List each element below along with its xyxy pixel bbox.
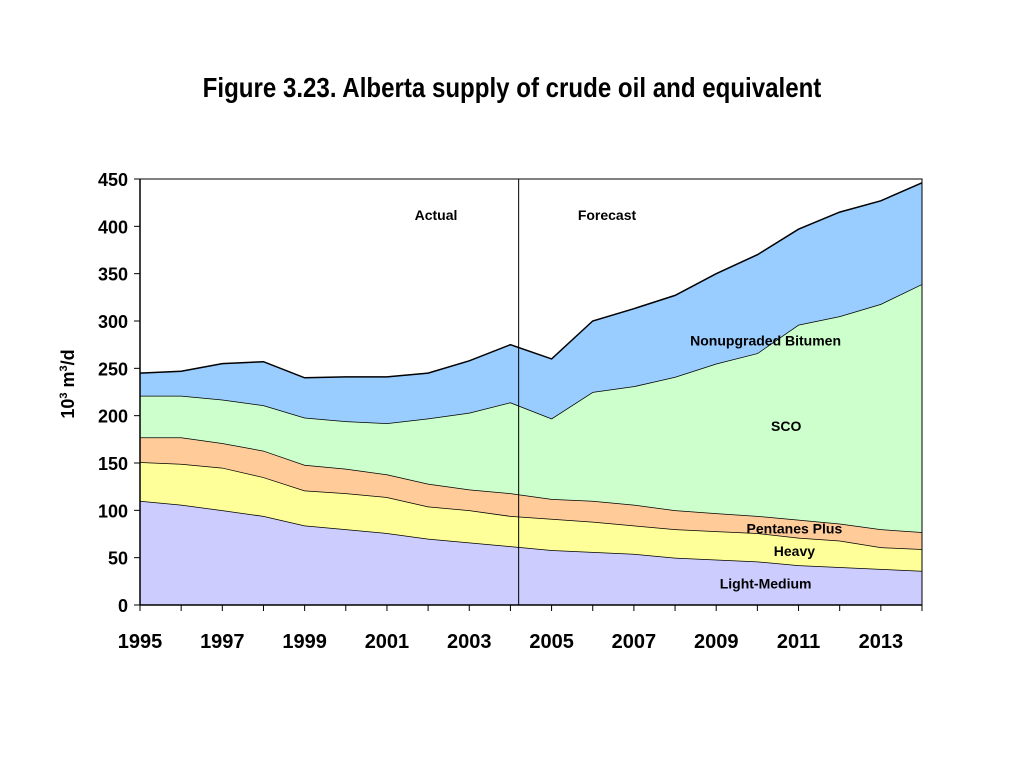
label-pentanes-plus: Pentanes Plus [747,520,843,536]
y-tick-label: 300 [98,312,128,332]
label-light-medium: Light-Medium [720,576,812,592]
x-tick-label: 1995 [118,631,163,653]
annotation-actual: Actual [415,207,458,223]
line-sco [140,283,923,424]
x-tick-label: 2003 [447,631,492,653]
x-tick-label: 2013 [859,631,904,653]
y-tick-label: 0 [118,596,128,616]
series-labels: Light-Medium Heavy Pentanes Plus SCO Nonupgr… [690,333,842,592]
x-axis: 1995 1997 1999 2001 2003 2005 2007 2009 2011 2013 [118,605,923,653]
area-sco [140,284,922,533]
line-nonupgraded-bitumen [139,182,923,379]
x-tick-label: 2011 [777,631,820,653]
label-heavy: Heavy [774,543,815,559]
plot-frame [139,178,923,606]
label-nonupgraded-bitumen: Nonupgraded Bitumen [690,333,841,349]
y-tick-label: 250 [98,359,128,379]
annotation-forecast: Forecast [578,207,637,223]
x-tick-label: 2009 [694,631,739,653]
area-light-medium [140,500,922,605]
x-tick-label: 2001 [365,631,410,653]
y-tick-label: 450 [98,170,128,190]
x-tick-label: 1999 [282,631,327,653]
y-tick-label: 50 [108,549,128,569]
y-tick-label: 100 [98,501,128,521]
x-tick-label: 2005 [529,631,574,653]
y-axis: 0 50 100 150 200 250 300 350 400 450 [98,170,140,616]
area-layer [139,182,923,605]
area-heavy [140,462,922,571]
y-tick-label: 200 [98,407,128,427]
y-tick-label: 150 [98,454,128,474]
x-tick-label: 2007 [612,631,657,653]
chart-title: Figure 3.23. Alberta supply of crude oil… [202,72,822,103]
area-pentanes-plus [140,437,922,550]
y-tick-label: 350 [98,265,128,285]
area-nonupgraded-bitumen [140,182,922,424]
x-tick-label: 1997 [200,631,245,653]
y-tick-label: 400 [98,217,128,237]
label-sco: SCO [771,418,801,434]
y-axis-label: 103 m3/d [58,349,78,418]
